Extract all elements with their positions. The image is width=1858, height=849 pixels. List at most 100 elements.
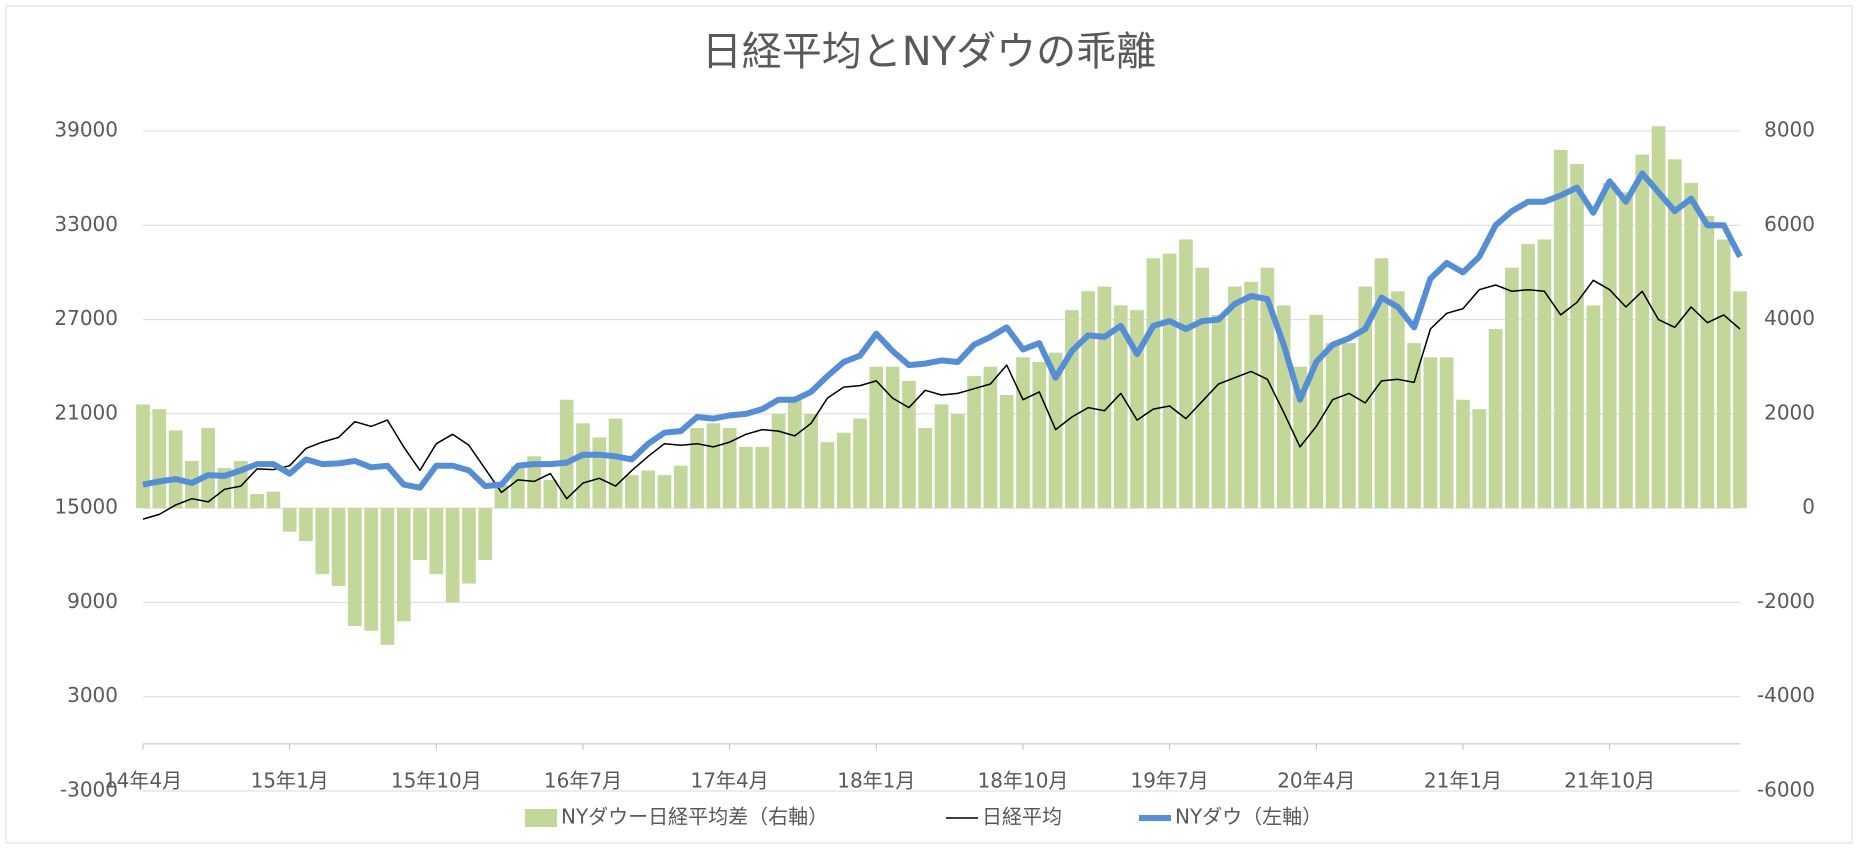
bar — [1684, 182, 1698, 509]
bar — [1651, 126, 1666, 509]
bar — [1211, 314, 1226, 509]
bar — [1716, 239, 1731, 509]
line — [142, 279, 1741, 520]
y2-tick-label: -4000 — [1757, 683, 1815, 707]
bar — [250, 494, 264, 509]
bar — [983, 366, 998, 509]
bar — [1472, 409, 1487, 509]
y2-tick-label: 2000 — [1764, 400, 1815, 424]
bar — [739, 446, 753, 509]
bar — [1130, 310, 1144, 509]
bar — [804, 413, 818, 509]
bar — [527, 456, 541, 509]
bar — [608, 418, 623, 509]
bar — [1309, 314, 1324, 509]
legend-swatch — [525, 809, 557, 827]
bar — [1146, 258, 1161, 509]
y-tick-label: -3000 — [60, 778, 118, 802]
bar — [1505, 267, 1519, 509]
y-tick-label: 9000 — [67, 589, 118, 613]
x-tick-label: 20年4月 — [1277, 769, 1355, 793]
bar — [1423, 357, 1438, 509]
bar — [771, 413, 786, 509]
bar — [869, 366, 884, 509]
x-tick-label: 14年4月 — [104, 769, 182, 793]
bar — [429, 508, 444, 575]
bar — [918, 428, 933, 509]
y-tick-label: 21000 — [54, 400, 118, 424]
bar — [1619, 192, 1633, 509]
bar — [1325, 343, 1340, 509]
bar — [1195, 267, 1210, 509]
bar — [1553, 149, 1568, 509]
x-tick-label: 21年10月 — [1564, 769, 1655, 793]
bar — [722, 428, 737, 509]
bar — [543, 479, 558, 509]
bar — [1733, 291, 1747, 509]
legend-label: NYダウ（左軸） — [1175, 805, 1322, 829]
bar — [1032, 362, 1047, 509]
bar — [836, 432, 851, 509]
bar — [592, 437, 607, 509]
bar — [364, 508, 378, 631]
bar — [413, 508, 427, 560]
bar — [380, 508, 395, 645]
x-tick-label: 15年10月 — [391, 769, 482, 793]
bar — [885, 366, 900, 509]
y2-tick-label: 0 — [1802, 495, 1815, 519]
bar — [1374, 258, 1389, 509]
bar — [282, 508, 297, 532]
bar — [1244, 281, 1258, 509]
bar — [1097, 286, 1112, 509]
bar — [673, 465, 688, 509]
bar — [1602, 182, 1617, 509]
bar — [315, 508, 330, 575]
bar — [576, 423, 590, 509]
y2-tick-label: 4000 — [1764, 306, 1815, 330]
bar — [510, 465, 525, 509]
bar — [1113, 305, 1128, 509]
line — [142, 170, 1743, 491]
bar — [1162, 253, 1177, 509]
y-tick-label: 33000 — [54, 212, 118, 236]
bar — [396, 508, 411, 622]
y-tick-label: 39000 — [54, 118, 118, 142]
bar — [559, 399, 574, 509]
bar — [1586, 305, 1601, 509]
bar — [1570, 164, 1584, 509]
bar — [755, 446, 770, 509]
bar — [136, 404, 150, 509]
x-tick-label: 19年7月 — [1131, 769, 1209, 793]
bar — [201, 428, 216, 509]
bar — [1407, 343, 1421, 509]
y2-tick-label: -6000 — [1757, 778, 1815, 802]
y-tick-label: 27000 — [54, 306, 118, 330]
bar — [1700, 215, 1715, 509]
x-tick-label: 18年1月 — [837, 769, 915, 793]
bar — [1488, 329, 1503, 509]
bar — [853, 418, 867, 509]
bar — [657, 475, 672, 509]
bar — [641, 470, 656, 509]
bar — [1081, 291, 1096, 509]
bar — [787, 399, 802, 509]
bar — [1390, 291, 1405, 509]
bar — [1521, 244, 1535, 509]
x-tick-label: 15年1月 — [251, 769, 329, 793]
bar — [1016, 357, 1030, 509]
bar — [462, 508, 476, 584]
bar — [1293, 366, 1307, 509]
bar — [690, 428, 704, 509]
bar — [1537, 239, 1552, 509]
bar — [1048, 352, 1063, 509]
bar — [1179, 239, 1193, 509]
bar — [1439, 357, 1454, 509]
x-tick-label: 17年4月 — [691, 769, 769, 793]
legend-label: NYダウー日経平均差（右軸） — [561, 805, 828, 829]
bar — [478, 508, 493, 560]
bar — [820, 442, 835, 509]
y-tick-label: 15000 — [54, 495, 118, 519]
bar — [1635, 154, 1650, 509]
x-tick-label: 18年10月 — [978, 769, 1069, 793]
